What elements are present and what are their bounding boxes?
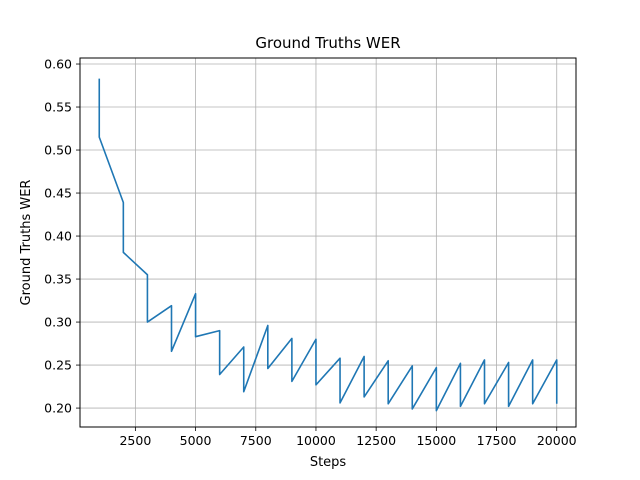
y-axis-label: Ground Truths WER — [19, 180, 34, 306]
x-axis-ticks: 2500 5000 7500 10000 12500 15000 17500 20000 — [119, 427, 577, 448]
x-tick-label: 15000 — [416, 433, 456, 448]
y-tick-label: 0.40 — [44, 229, 72, 244]
series-line — [98, 78, 558, 412]
plot-frame — [79, 57, 577, 428]
x-tick-label: 17500 — [477, 433, 517, 448]
series-group — [98, 78, 558, 412]
x-tick-label: 10000 — [296, 433, 336, 448]
x-tick-label: 7500 — [240, 433, 272, 448]
x-tick-label: 2500 — [119, 433, 151, 448]
x-tick-label: 12500 — [356, 433, 396, 448]
y-tick-label: 0.60 — [44, 57, 72, 72]
x-axis-label: Steps — [310, 455, 347, 470]
y-tick-label: 0.45 — [44, 186, 72, 201]
chart-title: Ground Truths WER — [255, 34, 400, 52]
y-tick-label: 0.20 — [44, 401, 72, 416]
y-tick-label: 0.35 — [44, 272, 72, 287]
y-axis-ticks: 0.20 0.25 0.30 0.35 0.40 0.45 0.50 0.55 0.60 — [44, 57, 80, 416]
y-tick-label: 0.50 — [44, 143, 72, 158]
x-tick-label: 5000 — [180, 433, 212, 448]
y-tick-label: 0.25 — [44, 358, 72, 373]
x-tick-label: 20000 — [537, 433, 577, 448]
y-tick-label: 0.55 — [44, 100, 72, 115]
y-tick-label: 0.30 — [44, 315, 72, 330]
grid-lines — [80, 58, 576, 427]
